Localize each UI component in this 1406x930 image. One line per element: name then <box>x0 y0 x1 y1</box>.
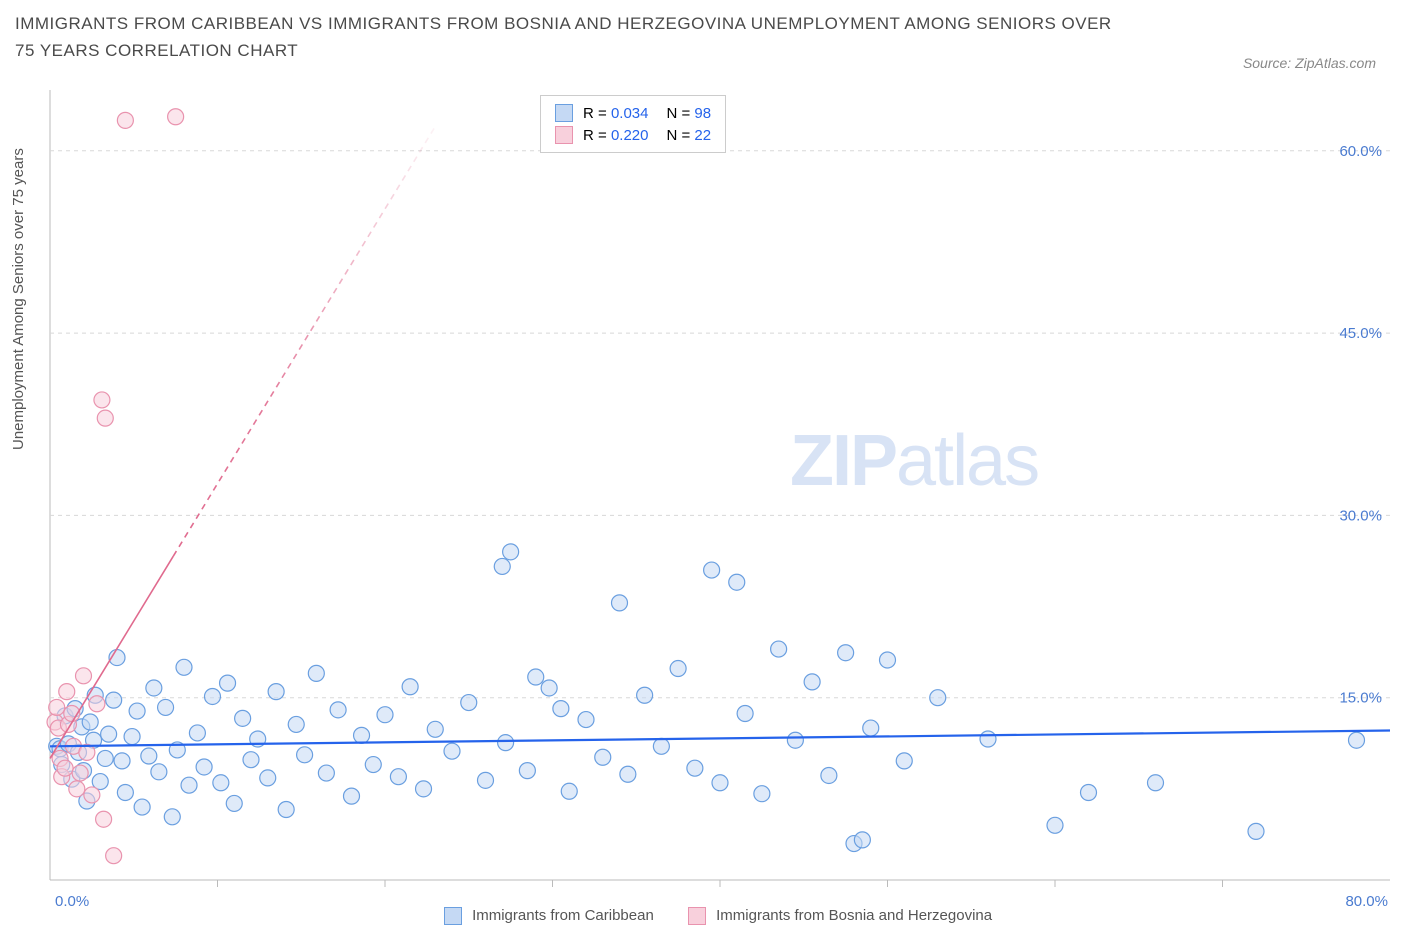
stats-row: R = 0.220 N = 22 <box>555 124 711 146</box>
svg-text:45.0%: 45.0% <box>1339 325 1382 342</box>
svg-text:15.0%: 15.0% <box>1339 690 1382 707</box>
x-axis-tick-min: 0.0% <box>55 893 89 910</box>
stats-legend: R = 0.034 N = 98 R = 0.220 N = 22 <box>540 95 726 153</box>
legend-label: Immigrants from Caribbean <box>472 907 654 924</box>
bottom-legend: Immigrants from Caribbean Immigrants fro… <box>0 907 1406 925</box>
series-swatch <box>555 104 573 122</box>
svg-text:30.0%: 30.0% <box>1339 507 1382 524</box>
x-axis-tick-max: 80.0% <box>1345 893 1388 910</box>
svg-text:60.0%: 60.0% <box>1339 143 1382 160</box>
series-swatch <box>444 907 462 925</box>
series-swatch <box>555 126 573 144</box>
series-swatch <box>688 907 706 925</box>
legend-label: Immigrants from Bosnia and Herzegovina <box>716 907 992 924</box>
stats-row: R = 0.034 N = 98 <box>555 102 711 124</box>
